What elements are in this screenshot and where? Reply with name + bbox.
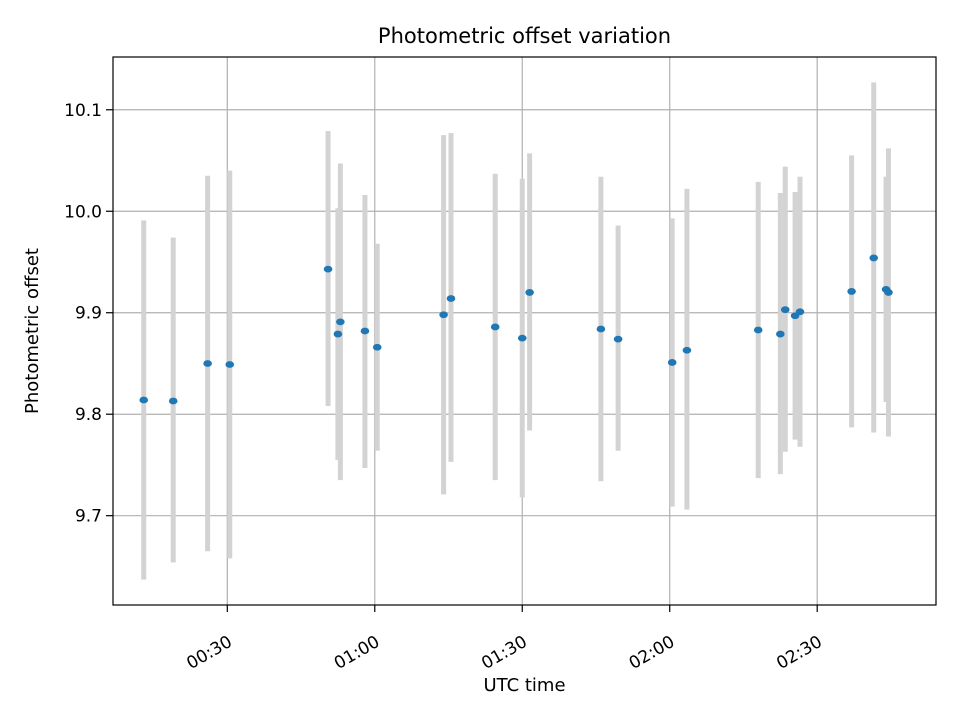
x-axis-label: UTC time [483, 675, 565, 696]
data-point [847, 288, 856, 295]
data-point [596, 325, 606, 333]
y-tick-label: 10.0 [64, 202, 102, 222]
data-point [682, 346, 692, 354]
y-axis-ticks: 9.7 9.8 9.9 10.0 10.1 [64, 101, 113, 527]
y-tick-label: 10.1 [64, 101, 102, 121]
data-point [372, 343, 382, 351]
data-point [336, 318, 345, 326]
data-point [795, 308, 805, 316]
y-tick-label: 9.7 [75, 507, 102, 527]
data-point [333, 330, 343, 338]
data-point [753, 326, 763, 334]
data-point [203, 360, 212, 367]
data-point [439, 311, 448, 319]
data-point [869, 254, 879, 262]
data-point [490, 323, 500, 331]
data-point [780, 306, 790, 314]
data-point [225, 361, 235, 368]
data-point [360, 327, 370, 335]
data-point [525, 289, 534, 296]
data-point [446, 295, 456, 302]
data-point [323, 265, 333, 273]
data-point [139, 396, 149, 404]
plot-frame [112, 56, 937, 606]
y-axis-label: Photometric offset [22, 248, 43, 414]
chart-title: Photometric offset variation [378, 24, 671, 48]
data-point [776, 330, 785, 338]
data-point [667, 359, 677, 366]
data-point [168, 397, 178, 405]
data-point [613, 335, 623, 343]
y-tick-label: 9.9 [75, 304, 102, 324]
data-point [517, 334, 527, 342]
y-tick-label: 9.8 [75, 405, 102, 425]
data-points [139, 254, 893, 405]
data-point [884, 289, 893, 296]
